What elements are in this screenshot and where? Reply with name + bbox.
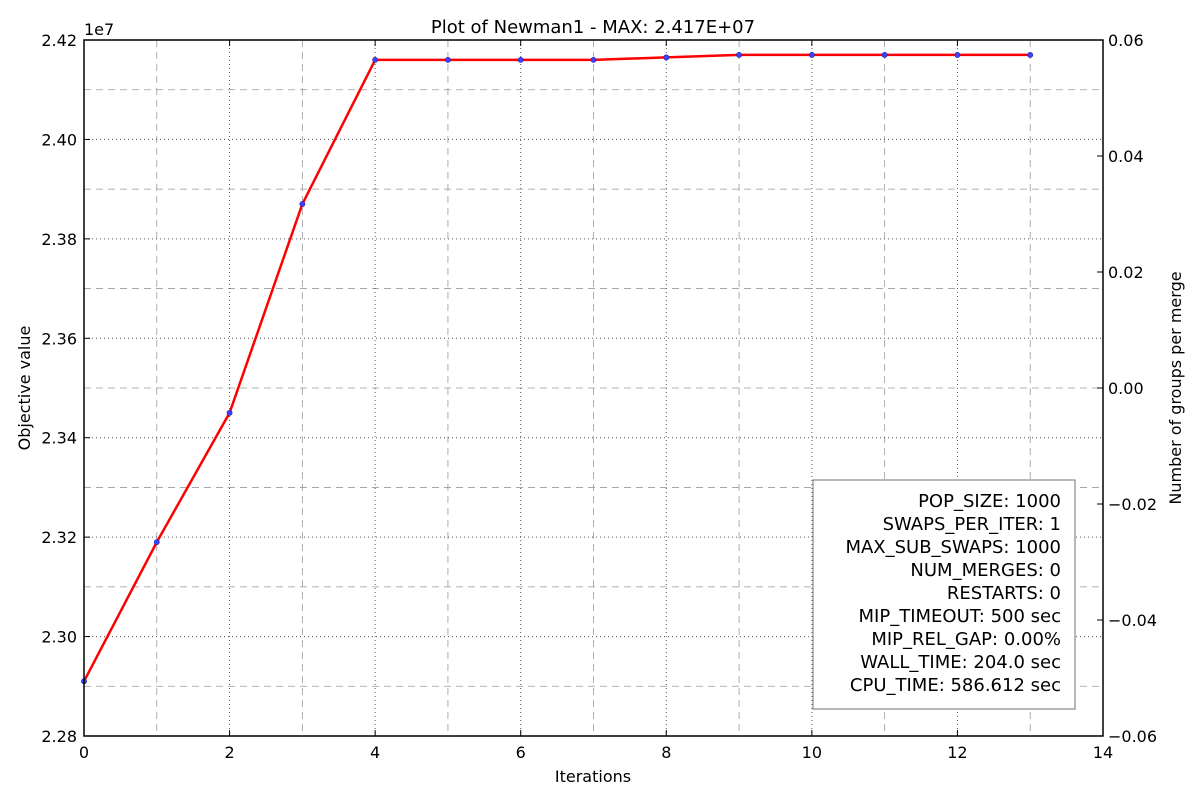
info-box-line: WALL_TIME: 204.0 sec [860, 652, 1061, 673]
info-box-frame [812, 479, 1076, 710]
data-point [1027, 52, 1034, 58]
x-tick-label: 14 [1093, 743, 1113, 762]
data-point [590, 56, 597, 63]
chart-title: Plot of Newman1 - MAX: 2.417E+07 [431, 17, 755, 38]
info-box-line: RESTARTS: 0 [947, 583, 1061, 604]
y-tick-label: 2.42 [41, 31, 77, 50]
info-box-line: MIP_REL_GAP: 0.00% [871, 629, 1061, 650]
x-axis-label: Iterations [555, 767, 631, 786]
data-point [372, 56, 379, 63]
data-point [736, 52, 742, 58]
y2-tick-label: −0.06 [1108, 727, 1157, 746]
y2-tick-label: 0.00 [1108, 379, 1144, 398]
x-tick-label: 10 [802, 743, 822, 762]
x-tick-label: 2 [224, 743, 234, 762]
x-tick-label: 8 [661, 743, 671, 762]
data-point [153, 539, 160, 546]
y-tick-label: 2.34 [41, 429, 77, 448]
x-tick-label: 6 [516, 743, 526, 762]
y-tick-label: 2.36 [41, 329, 77, 348]
y-tick-label: 2.38 [41, 230, 77, 249]
y2-tick-label: 0.06 [1108, 31, 1144, 50]
data-point [226, 409, 233, 416]
info-box-line: MIP_TIMEOUT: 500 sec [859, 606, 1061, 627]
y2-tick-label: −0.02 [1108, 495, 1157, 514]
y-tick-label: 2.30 [41, 628, 77, 647]
info-box-line: NUM_MERGES: 0 [910, 560, 1061, 581]
data-point [881, 52, 888, 58]
x-tick-label: 4 [370, 743, 380, 762]
series-line [82, 53, 1031, 682]
y2-tick-label: −0.04 [1108, 611, 1157, 630]
data-point [299, 201, 306, 207]
series-layer [81, 52, 1034, 685]
y-axis-offset-label: 1e7 [84, 20, 114, 39]
data-point [954, 52, 961, 58]
info-box-line: POP_SIZE: 1000 [918, 491, 1061, 512]
data-point [663, 54, 670, 61]
data-point [517, 56, 524, 63]
data-point [445, 56, 451, 63]
info-box-line: CPU_TIME: 586.612 sec [850, 675, 1061, 696]
x-tick-label: 12 [947, 743, 967, 762]
x-tick-label: 0 [79, 743, 89, 762]
y2-axis-label: Number of groups per merge [1166, 271, 1185, 504]
y-axis-label: Objective value [15, 326, 34, 451]
data-point [808, 52, 815, 58]
y2-tick-label: 0.04 [1108, 147, 1144, 166]
info-box-line: SWAPS_PER_ITER: 1 [883, 514, 1061, 535]
y2-tick-label: 0.02 [1108, 263, 1144, 282]
y-tick-label: 2.28 [41, 727, 77, 746]
y-tick-label: 2.32 [41, 528, 77, 547]
info-box-line: MAX_SUB_SWAPS: 1000 [845, 537, 1061, 558]
axis-ticks: 0 2 4 6 8 10 12 14 2.28 2.30 2.32 2.34 2.36 2.38 2.40 2… [41, 31, 1157, 762]
y-tick-label: 2.40 [41, 130, 77, 149]
